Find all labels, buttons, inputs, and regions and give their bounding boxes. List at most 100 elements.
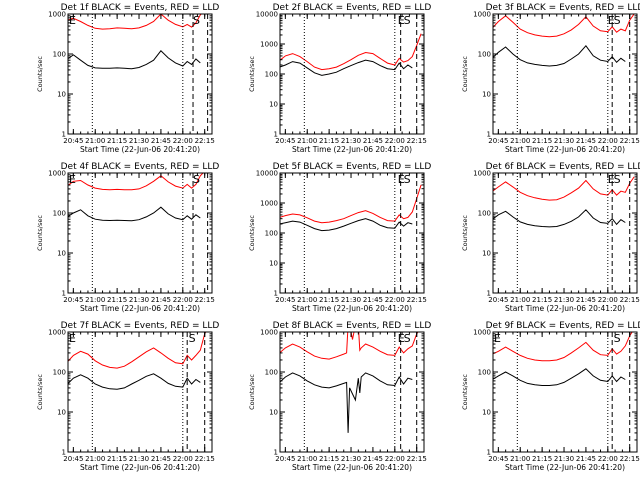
event-marker-e: E — [608, 173, 615, 186]
y-tick-label: 1000 — [473, 11, 491, 19]
y-tick-label: 10 — [57, 409, 66, 417]
x-tick-label: 21:15 — [107, 296, 127, 304]
event-marker-e: E — [69, 14, 76, 27]
x-tick-label: 22:15 — [620, 137, 640, 145]
chart-title: Det 9f BLACK = Events, RED = LLD — [486, 321, 640, 331]
y-tick-label: 1000 — [48, 170, 66, 178]
y-tick-label: 1000 — [473, 170, 491, 178]
y-tick-label: 1 — [487, 290, 491, 298]
x-tick-label: 21:15 — [532, 296, 552, 304]
x-tick-label: 22:00 — [598, 137, 618, 145]
event-marker-s: S — [614, 14, 621, 27]
x-tick-label: 21:00 — [85, 137, 105, 145]
x-tick-label: 22:00 — [173, 296, 193, 304]
chart-title: Det 7f BLACK = Events, RED = LLD — [61, 321, 220, 331]
x-tick-label: 22:15 — [407, 455, 427, 463]
x-tick-label: 22:00 — [385, 296, 405, 304]
event-marker-s: S — [193, 173, 200, 186]
x-tick-label: 21:15 — [532, 455, 552, 463]
y-tick-label: 1 — [62, 449, 66, 457]
x-tick-label: 21:45 — [151, 137, 171, 145]
x-tick-label: 20:45 — [275, 137, 295, 145]
y-tick-label: 100 — [478, 369, 491, 377]
plot-frame — [279, 331, 425, 453]
x-axis-label: Start Time (22-Jun-06 20:41:20) — [292, 304, 412, 313]
event-marker-e: E — [398, 173, 405, 186]
y-tick-label: 10 — [57, 91, 66, 99]
event-marker-e: E — [69, 173, 76, 186]
x-tick-label: 21:45 — [576, 137, 596, 145]
lld-series-line — [68, 173, 204, 191]
event-marker-s: S — [614, 173, 621, 186]
x-tick-label: 21:30 — [129, 455, 149, 463]
x-tick-label: 22:15 — [195, 137, 215, 145]
x-tick-label: 21:30 — [129, 137, 149, 145]
x-axis-label: Start Time (22-Jun-06 20:41:20) — [80, 304, 200, 313]
x-tick-label: 21:30 — [341, 455, 361, 463]
x-tick-label: 22:00 — [173, 455, 193, 463]
y-tick-label: 100 — [478, 210, 491, 218]
y-tick-label: 1 — [62, 290, 66, 298]
event-marker-s: S — [193, 14, 200, 27]
x-tick-label: 21:30 — [554, 455, 574, 463]
y-tick-label: 1000 — [48, 11, 66, 19]
chart-title: Det 4f BLACK = Events, RED = LLD — [61, 162, 220, 172]
x-tick-label: 22:00 — [598, 455, 618, 463]
x-tick-label: 21:45 — [576, 455, 596, 463]
y-axis-label: Counts/sec — [248, 374, 256, 410]
lld-series-line — [493, 332, 633, 362]
x-tick-label: 22:15 — [407, 137, 427, 145]
y-tick-label: 10 — [269, 101, 278, 109]
plot-frame — [67, 331, 213, 453]
x-tick-label: 21:00 — [297, 455, 317, 463]
x-tick-label: 21:45 — [151, 296, 171, 304]
x-tick-label: 21:45 — [363, 296, 383, 304]
event-marker-e: E — [69, 332, 76, 345]
x-tick-label: 21:15 — [319, 137, 339, 145]
lld-series-line — [493, 176, 635, 201]
x-tick-label: 20:45 — [488, 296, 508, 304]
y-tick-label: 100 — [265, 230, 278, 238]
x-tick-label: 22:15 — [620, 296, 640, 304]
event-marker-s: S — [404, 14, 411, 27]
y-tick-label: 100 — [265, 369, 278, 377]
x-axis-label: Start Time (22-Jun-06 20:41:20) — [505, 304, 625, 313]
y-axis-label: Counts/sec — [461, 215, 469, 251]
y-tick-label: 10 — [57, 250, 66, 258]
event-marker-s: S — [404, 332, 411, 345]
plot-frame — [67, 13, 213, 135]
x-tick-label: 21:00 — [510, 296, 530, 304]
y-tick-label: 1000 — [48, 329, 66, 337]
x-tick-label: 21:15 — [319, 455, 339, 463]
y-axis-label: Counts/sec — [248, 215, 256, 251]
chart-title: Det 2f BLACK = Events, RED = LLD — [273, 3, 432, 13]
y-tick-label: 1 — [274, 449, 278, 457]
chart-title: Det 5f BLACK = Events, RED = LLD — [273, 162, 432, 172]
x-tick-label: 21:15 — [107, 455, 127, 463]
chart-title: Det 8f BLACK = Events, RED = LLD — [273, 321, 432, 331]
x-tick-label: 22:15 — [407, 296, 427, 304]
event-marker-s: S — [404, 173, 411, 186]
y-tick-label: 100 — [53, 210, 66, 218]
lld-series-line — [68, 332, 207, 369]
y-axis-label: Counts/sec — [36, 374, 44, 410]
x-tick-label: 21:00 — [510, 455, 530, 463]
event-marker-e: E — [494, 332, 501, 345]
x-tick-label: 21:15 — [319, 296, 339, 304]
x-tick-label: 20:45 — [275, 455, 295, 463]
y-tick-label: 100 — [478, 51, 491, 59]
plot-frame — [279, 13, 425, 135]
x-tick-label: 22:00 — [385, 137, 405, 145]
x-axis-label: Start Time (22-Jun-06 20:41:20) — [505, 145, 625, 154]
x-tick-label: 22:00 — [385, 455, 405, 463]
y-axis-label: Counts/sec — [248, 56, 256, 92]
events-series-line — [280, 218, 413, 232]
x-tick-label: 21:30 — [554, 296, 574, 304]
chart-title: Det 1f BLACK = Events, RED = LLD — [61, 3, 220, 13]
events-series-line — [68, 206, 201, 222]
